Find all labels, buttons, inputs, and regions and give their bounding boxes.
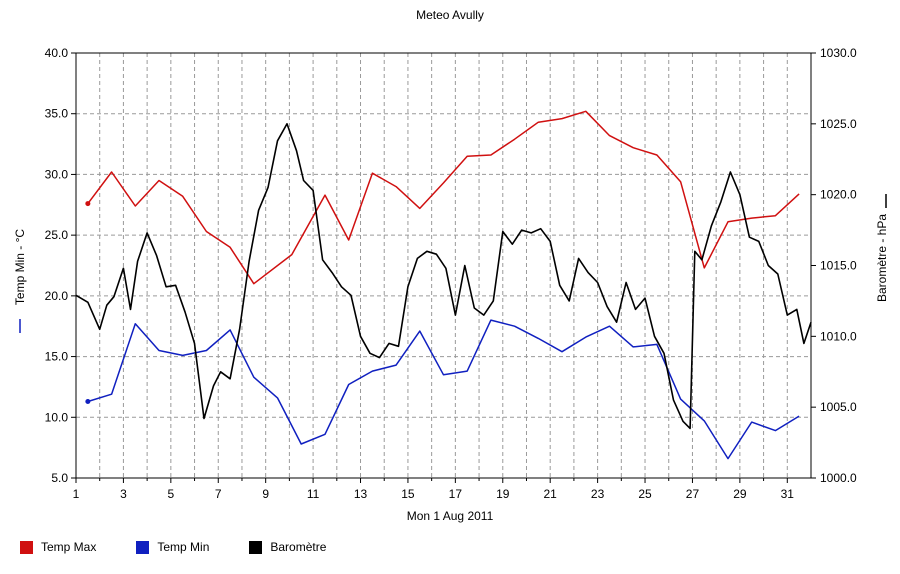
y-left-tick-label: 20.0	[45, 289, 69, 303]
x-tick-label: 23	[591, 487, 605, 501]
x-tick-label: 1	[73, 487, 80, 501]
x-tick-label: 25	[638, 487, 652, 501]
x-tick-label: 17	[449, 487, 463, 501]
x-tick-label: 13	[354, 487, 368, 501]
y-right-tick-label: 1010.0	[820, 329, 857, 343]
legend-swatch	[249, 540, 263, 554]
legend-swatch	[20, 540, 33, 554]
series-start-point-temp-max	[85, 201, 91, 207]
legend-label: Temp Max	[41, 540, 97, 554]
legend-item-barometre: Baromètre	[249, 540, 326, 554]
x-tick-label: 21	[544, 487, 558, 501]
y-right-tick-label: 1020.0	[820, 188, 857, 202]
x-tick-label: 15	[401, 487, 415, 501]
series-layer	[75, 110, 812, 460]
x-tick-label: 3	[120, 487, 127, 501]
x-tick-label: 27	[686, 487, 700, 501]
y-left-tick-label: 10.0	[45, 410, 69, 424]
y-right-tick-label: 1025.0	[820, 117, 857, 131]
grid	[76, 53, 811, 478]
legend-item-temp-max: Temp Max	[20, 540, 96, 554]
y-left-tick-label: 30.0	[45, 167, 69, 181]
y-right-tick-label: 1005.0	[820, 400, 857, 414]
legend-label: Baromètre	[270, 540, 327, 554]
legend-label: Temp Min	[157, 540, 210, 554]
legend: Temp Max Temp Min Baromètre	[20, 540, 366, 554]
y-left-tick-label: 40.0	[45, 46, 69, 60]
y-right-tick-label: 1015.0	[820, 259, 857, 273]
y-right-axis-title: Baromètre - hPa	[875, 214, 889, 302]
y-left-axis-title: Temp Min - °C	[13, 229, 27, 305]
x-tick-label: 29	[733, 487, 747, 501]
y-left-tick-label: 35.0	[45, 107, 69, 121]
x-tick-label: 5	[167, 487, 174, 501]
chart-title: Meteo Avully	[416, 8, 484, 22]
series-line-temp-max	[87, 110, 800, 285]
x-tick-label: 31	[781, 487, 795, 501]
x-tick-label: 19	[496, 487, 510, 501]
x-tick-label: 7	[215, 487, 222, 501]
y-left-tick-label: 15.0	[45, 350, 69, 364]
series-line-barometre	[75, 123, 812, 430]
y-left-tick-label: 5.0	[51, 471, 68, 485]
y-right-tick-label: 1030.0	[820, 46, 857, 60]
series-start-point-temp-min	[85, 399, 91, 404]
axes: 1 3 5 7 9 11 13 15 17 19 21 23 25 27 29 315.010.015.020…	[45, 46, 857, 501]
series-line-temp-min	[87, 319, 800, 460]
x-tick-label: 11	[307, 487, 320, 501]
x-axis-title: Mon 1 Aug 2011	[407, 509, 494, 523]
y-left-tick-label: 25.0	[45, 228, 69, 242]
y-right-tick-label: 1000.0	[820, 471, 857, 485]
legend-item-temp-min: Temp Min	[136, 540, 209, 554]
legend-swatch	[136, 540, 150, 554]
x-tick-label: 9	[262, 487, 269, 501]
